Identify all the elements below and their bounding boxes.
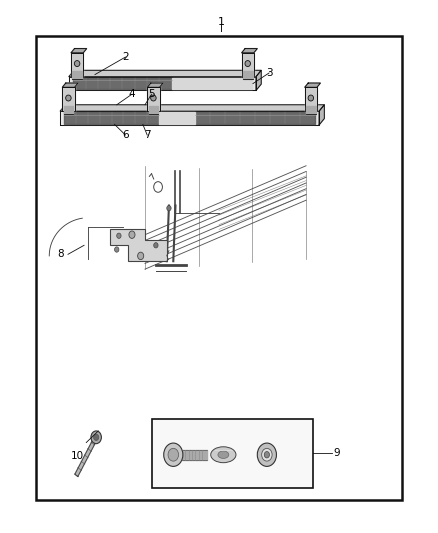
Polygon shape [305,83,321,87]
Circle shape [264,451,269,458]
Text: 8: 8 [57,249,64,260]
Polygon shape [71,49,87,53]
Polygon shape [75,436,98,477]
Text: 9: 9 [333,448,340,458]
Polygon shape [62,83,78,87]
Circle shape [129,231,135,238]
Polygon shape [242,53,254,77]
Circle shape [261,448,272,461]
Ellipse shape [211,447,236,463]
Polygon shape [182,450,207,459]
Text: 10: 10 [71,451,84,461]
Bar [36,36,402,500]
Ellipse shape [245,61,251,67]
Polygon shape [319,105,324,125]
Polygon shape [64,112,159,124]
Circle shape [115,247,119,252]
Circle shape [154,243,158,248]
Polygon shape [73,78,172,90]
Text: 2: 2 [122,52,129,62]
Polygon shape [69,70,261,77]
Polygon shape [256,70,261,91]
Polygon shape [243,71,253,79]
Polygon shape [60,111,319,125]
Polygon shape [305,87,317,111]
Polygon shape [195,112,315,124]
Polygon shape [148,106,158,114]
Polygon shape [306,106,316,114]
Circle shape [164,443,183,466]
Ellipse shape [218,451,229,458]
Polygon shape [172,78,252,90]
Circle shape [117,233,121,238]
Text: 5: 5 [148,89,155,99]
Polygon shape [147,87,159,111]
Circle shape [167,206,171,211]
Polygon shape [147,83,163,87]
Polygon shape [159,112,195,124]
Circle shape [168,448,179,461]
Bar [152,419,313,488]
Circle shape [91,431,101,443]
Text: 3: 3 [266,68,272,78]
Circle shape [94,434,99,440]
Text: 7: 7 [144,130,151,140]
Polygon shape [71,53,83,77]
Ellipse shape [74,61,80,67]
Polygon shape [64,106,73,114]
Polygon shape [62,87,74,111]
Polygon shape [242,49,257,53]
Circle shape [257,443,276,466]
Polygon shape [110,229,167,261]
Text: 6: 6 [122,130,129,140]
Polygon shape [72,71,82,79]
Text: 1: 1 [218,17,225,27]
Ellipse shape [308,95,314,101]
Polygon shape [69,77,256,91]
Circle shape [138,252,144,260]
Ellipse shape [151,95,156,101]
Text: 4: 4 [129,89,135,99]
Polygon shape [60,105,324,111]
Ellipse shape [66,95,71,101]
